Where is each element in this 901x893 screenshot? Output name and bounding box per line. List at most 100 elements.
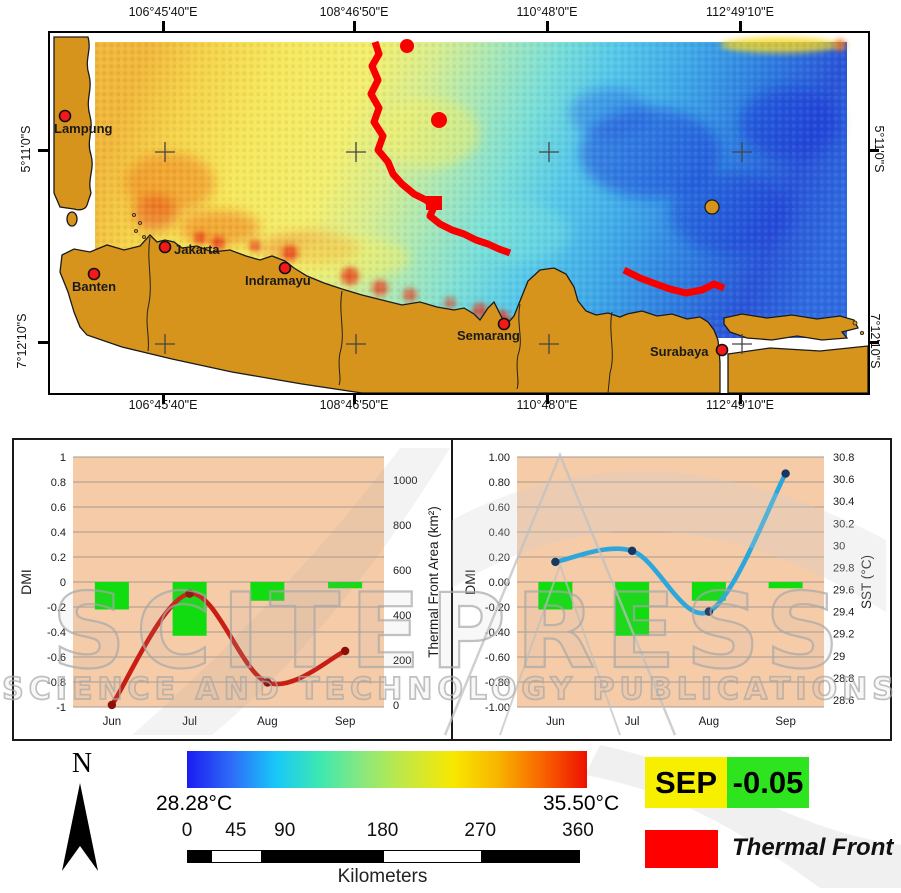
map-tick bbox=[546, 21, 549, 31]
svg-text:600: 600 bbox=[393, 565, 411, 577]
sst-map-canvas: Lampung Banten Jakarta Indramayu Semarang Sur… bbox=[53, 36, 869, 394]
thermal-front-label: Thermal Front bbox=[732, 834, 894, 861]
svg-text:-0.60: -0.60 bbox=[485, 652, 510, 664]
svg-text:-0.4: -0.4 bbox=[47, 627, 66, 639]
scalebar-segment bbox=[212, 851, 237, 862]
category-labels: Jun Jul Aug Sep bbox=[103, 716, 356, 728]
bar bbox=[328, 582, 363, 589]
dmi-september-badge: SEP -0.05 bbox=[645, 757, 809, 808]
bar bbox=[768, 582, 803, 589]
svg-text:0.60: 0.60 bbox=[489, 502, 510, 514]
sst-map: Lampung Banten Jakarta Indramayu Semarang Sur… bbox=[48, 31, 870, 395]
chart-dmi-sst: 1.00 0.80 0.60 0.40 0.20 0.00 -0.20 -0.40 -0.60 -… bbox=[452, 440, 890, 739]
left-axis-title: DMI bbox=[462, 569, 478, 595]
svg-text:0: 0 bbox=[393, 700, 399, 712]
city-marker: Banten bbox=[72, 267, 116, 294]
land bbox=[53, 36, 869, 394]
chart-canvas: 1 0.8 0.6 0.4 0.2 0 -0.2 -0.4 -0.6 -0.8 -1 1000 800 6… bbox=[18, 452, 441, 728]
scalebar-tick-label: 180 bbox=[366, 820, 399, 841]
map-lat-label-left: 5°11'0"S bbox=[19, 125, 33, 173]
map-tick bbox=[38, 341, 48, 344]
scalebar-segment bbox=[188, 851, 213, 862]
svg-text:-0.8: -0.8 bbox=[47, 677, 66, 689]
map-lon-label-top: 106°45'40"E bbox=[128, 5, 198, 19]
city-label: Lampung bbox=[54, 121, 113, 136]
svg-text:Aug: Aug bbox=[699, 716, 719, 728]
city-label: Surabaya bbox=[650, 344, 709, 359]
svg-text:Aug: Aug bbox=[257, 716, 277, 728]
map-lat-label-left: 7°12'10"S bbox=[15, 313, 29, 369]
charts-panel: 1 0.8 0.6 0.4 0.2 0 -0.2 -0.4 -0.6 -0.8 -1 1000 800 6… bbox=[12, 438, 892, 741]
svg-text:29: 29 bbox=[833, 651, 845, 663]
map-tick bbox=[353, 21, 356, 31]
map-tick bbox=[38, 149, 48, 152]
scalebar-segment bbox=[383, 851, 482, 862]
scalebar-labels: 0 45 90 180 270 360 bbox=[182, 820, 594, 842]
graticule-crosses bbox=[155, 142, 752, 354]
chart-canvas: 1.00 0.80 0.60 0.40 0.20 0.00 -0.20 -0.40 -0.60 -… bbox=[462, 452, 874, 728]
scalebar-tick-label: 0 bbox=[181, 820, 193, 841]
svg-text:0.2: 0.2 bbox=[51, 552, 66, 564]
bar-series bbox=[94, 582, 363, 636]
map-lon-label-bottom: 108°46'50"E bbox=[319, 398, 389, 412]
svg-text:-0.6: -0.6 bbox=[47, 652, 66, 664]
city-label: Semarang bbox=[457, 328, 520, 343]
charts-divider bbox=[451, 440, 453, 739]
svg-text:400: 400 bbox=[393, 610, 411, 622]
colorbar-max-label: 35.50°C bbox=[543, 792, 620, 815]
category-labels: Jun Jul Aug Sep bbox=[546, 716, 796, 728]
svg-text:Jun: Jun bbox=[546, 716, 565, 728]
svg-text:-1.00: -1.00 bbox=[485, 702, 510, 714]
svg-text:0.40: 0.40 bbox=[489, 527, 510, 539]
svg-text:Sep: Sep bbox=[335, 716, 355, 728]
svg-text:30.2: 30.2 bbox=[833, 518, 854, 530]
left-axis-ticks: 1 0.8 0.6 0.4 0.2 0 -0.2 -0.4 -0.6 -0.8 -1 bbox=[47, 452, 66, 714]
svg-text:Jun: Jun bbox=[103, 716, 122, 728]
city-dot bbox=[497, 317, 511, 331]
city-dot bbox=[158, 240, 172, 254]
scalebar-segment bbox=[285, 851, 384, 862]
svg-text:0.00: 0.00 bbox=[489, 577, 510, 589]
svg-text:Jul: Jul bbox=[182, 716, 197, 728]
north-arrow-icon bbox=[62, 783, 98, 871]
map-lon-label-top: 112°49'10"E bbox=[706, 5, 774, 19]
right-axis-ticks: 1000 800 600 400 200 0 bbox=[393, 475, 417, 712]
svg-text:30.6: 30.6 bbox=[833, 474, 854, 486]
svg-text:Jul: Jul bbox=[625, 716, 640, 728]
svg-text:-0.80: -0.80 bbox=[485, 677, 510, 689]
svg-text:29.4: 29.4 bbox=[833, 607, 854, 619]
svg-text:0.80: 0.80 bbox=[489, 477, 510, 489]
bar bbox=[691, 582, 726, 601]
city-dot bbox=[715, 343, 729, 357]
scalebar-tick-label: 45 bbox=[225, 820, 247, 841]
map-tick bbox=[869, 341, 879, 344]
province-boundaries bbox=[146, 236, 613, 394]
colorbar-min-label: 28.28°C bbox=[156, 792, 233, 815]
map-lon-label-bottom: 110°48'0"E bbox=[516, 398, 578, 412]
svg-text:-0.2: -0.2 bbox=[47, 602, 66, 614]
svg-text:28.6: 28.6 bbox=[833, 695, 854, 707]
svg-text:1000: 1000 bbox=[393, 475, 417, 487]
svg-text:1.00: 1.00 bbox=[489, 452, 510, 464]
map-tick bbox=[739, 21, 742, 31]
sst-colorbar bbox=[187, 751, 587, 788]
left-axis-ticks: 1.00 0.80 0.60 0.40 0.20 0.00 -0.20 -0.40 -0.60 -… bbox=[485, 452, 510, 714]
city-label: Jakarta bbox=[174, 242, 220, 257]
scalebar-segment bbox=[261, 851, 286, 862]
svg-text:-1: -1 bbox=[56, 702, 66, 714]
map-tick bbox=[162, 394, 165, 404]
svg-text:0.4: 0.4 bbox=[51, 527, 66, 539]
svg-text:-0.40: -0.40 bbox=[485, 627, 510, 639]
thermal-front-blobs bbox=[400, 39, 447, 210]
right-axis-title: SST (°C) bbox=[859, 555, 874, 609]
right-axis-title: Thermal Front Area (km²) bbox=[426, 506, 441, 658]
svg-text:30: 30 bbox=[833, 540, 845, 552]
svg-text:Sep: Sep bbox=[775, 716, 795, 728]
scalebar-segment bbox=[481, 851, 579, 862]
svg-text:0: 0 bbox=[60, 577, 66, 589]
svg-text:1: 1 bbox=[60, 452, 66, 464]
map-tick bbox=[869, 149, 879, 152]
city-marker: Jakarta bbox=[158, 240, 220, 257]
svg-text:-0.20: -0.20 bbox=[485, 602, 510, 614]
badge-value: -0.05 bbox=[727, 757, 809, 808]
